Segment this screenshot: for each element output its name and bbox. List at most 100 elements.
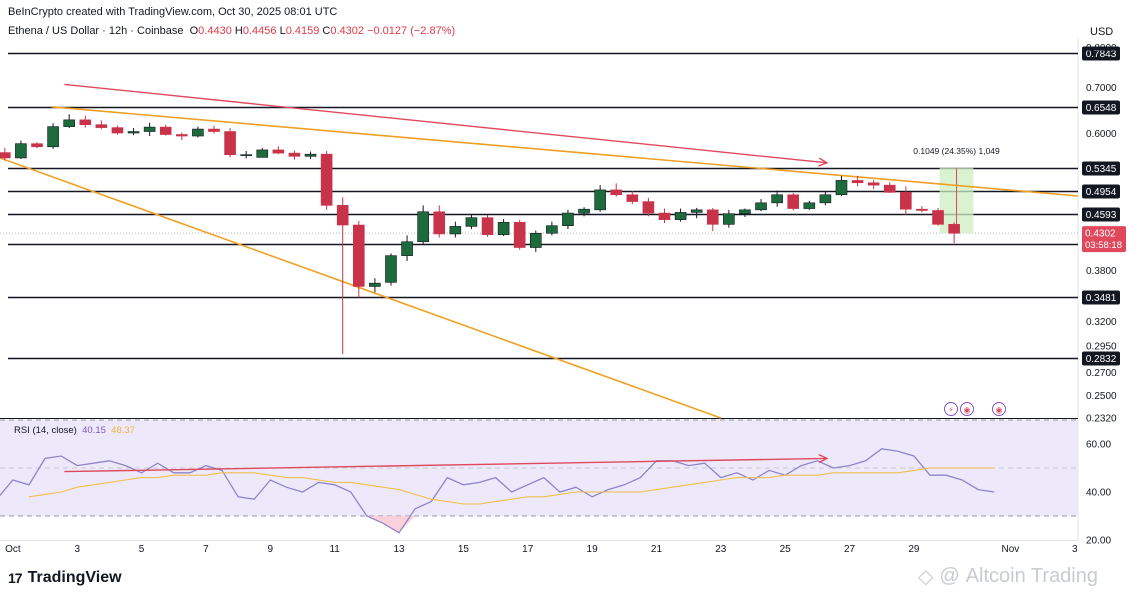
candle-body: [706, 209, 719, 225]
rsi-legend: RSI (14, close) 40.15 48.37: [14, 425, 135, 436]
close-label: C: [322, 25, 331, 37]
time-tick-label: 19: [587, 544, 599, 555]
candle-body: [626, 194, 639, 202]
candle-body: [787, 194, 800, 209]
time-tick-label: 11: [329, 544, 340, 555]
candle-body: [723, 213, 735, 225]
us-flag-icon: [992, 402, 1006, 416]
symbol-name: Ethena / US Dollar · 12h · Coinbase: [8, 25, 184, 37]
level-badge-label: 0.4593: [1086, 210, 1117, 221]
attribution-text: BeInCrypto created with TradingView.com,…: [8, 6, 338, 18]
time-tick-label: 3: [1072, 544, 1078, 555]
price-tick-label: 0.8000: [1086, 43, 1117, 54]
candle-body: [900, 192, 912, 210]
candle-body: [256, 149, 269, 158]
low-label: L: [279, 25, 286, 37]
rsi-band: [0, 420, 1078, 516]
countdown-label: 03:58:18: [1085, 240, 1122, 251]
candle-body: [176, 134, 188, 137]
lower-trendline: [0, 157, 722, 419]
candle-body: [642, 201, 655, 214]
level-badge-label: 0.4954: [1086, 187, 1117, 198]
time-tick-label: 21: [651, 544, 663, 555]
change-value: −0.0127 (−2.87%): [367, 25, 456, 37]
rsi-divergence-arrow: [64, 457, 828, 473]
candle-body: [159, 126, 172, 135]
candle-body: [111, 127, 124, 134]
candle-body: [819, 194, 832, 204]
candle-body: [529, 232, 542, 248]
symbol-ohlc-bar: Ethena / US Dollar · 12h · Coinbase O0.4…: [8, 25, 455, 37]
price-tick-label: 0.2500: [1086, 391, 1117, 402]
rsi-tick-label: 40.00: [1086, 488, 1111, 499]
us-flag-icon: [960, 402, 974, 416]
level-badge-label: 0.7843: [1086, 49, 1117, 60]
candle-body: [15, 143, 27, 159]
rsi-line: [0, 448, 995, 534]
level-badge: [1082, 207, 1120, 222]
level-badge-label: 0.6548: [1086, 103, 1117, 114]
candle-body: [803, 202, 816, 209]
candle-body: [320, 153, 333, 206]
candle-body: [546, 225, 558, 234]
level-badge: [1082, 161, 1120, 176]
candle-body: [369, 282, 381, 287]
candle-body: [79, 119, 92, 125]
candle-body: [883, 184, 896, 193]
tradingview-logo-text: TradingView: [27, 569, 122, 586]
time-tick-label: 9: [268, 544, 274, 555]
time-tick-label: 23: [715, 544, 727, 555]
rsi-legend-ma-value: 48.37: [111, 425, 135, 436]
price-tick-label: 0.2320: [1086, 414, 1117, 425]
candle-body: [240, 154, 252, 157]
price-divergence-arrow-head: [818, 157, 829, 167]
price-tick-label: 0.6000: [1086, 129, 1117, 140]
diamond-icon: ◇: [918, 566, 934, 588]
price-divergence-arrow: [64, 83, 828, 164]
candle-body: [690, 209, 703, 213]
candle-body: [143, 126, 156, 132]
candle-body: [433, 211, 446, 235]
candle-body: [0, 152, 11, 159]
candle-body: [513, 222, 526, 248]
last-price-badge: [1082, 226, 1126, 253]
candle-body: [208, 128, 220, 132]
watermark: ◇ @ Altcoin Trading: [918, 564, 1098, 589]
candle-body: [948, 224, 960, 234]
candle-body: [658, 212, 671, 220]
time-tick-label: Nov: [1002, 544, 1020, 555]
candle-body: [224, 131, 236, 156]
price-tick-label: 0.3800: [1086, 266, 1117, 277]
level-badge: [1082, 351, 1120, 366]
candle-body: [304, 153, 317, 157]
candle-body: [835, 180, 848, 196]
price-tick-label: 0.2700: [1086, 368, 1117, 379]
candle-body: [401, 241, 413, 256]
candle-body: [562, 212, 574, 226]
high-value: 0.4456: [242, 25, 277, 37]
time-tick-label: 29: [908, 544, 920, 555]
time-tick-label: 13: [393, 544, 405, 555]
level-badge: [1082, 290, 1120, 305]
level-badge: [1082, 46, 1120, 61]
candle-body: [449, 226, 462, 235]
lightning-icon-glyph: ⚡: [948, 406, 954, 415]
candle-body: [851, 180, 864, 184]
candle-body: [771, 194, 783, 204]
price-tick-label: 0.2950: [1086, 342, 1117, 353]
tradingview-logo[interactable]: 17 TradingView: [8, 569, 122, 587]
upper-trendline: [51, 106, 1079, 197]
watermark-text: Altcoin Trading: [965, 565, 1098, 587]
candle-body: [932, 210, 944, 225]
currency-label: USD: [1090, 26, 1114, 38]
low-value: 0.4159: [285, 25, 320, 37]
last-price-label: 0.4302: [1085, 229, 1116, 240]
price-tick-label: 0.7000: [1086, 83, 1117, 94]
time-tick-label: Oct: [5, 544, 21, 555]
candle-body: [610, 189, 623, 196]
candle-body: [385, 255, 397, 283]
candle-body: [578, 208, 590, 214]
time-tick-label: 5: [139, 544, 145, 555]
candle-body: [31, 143, 43, 148]
